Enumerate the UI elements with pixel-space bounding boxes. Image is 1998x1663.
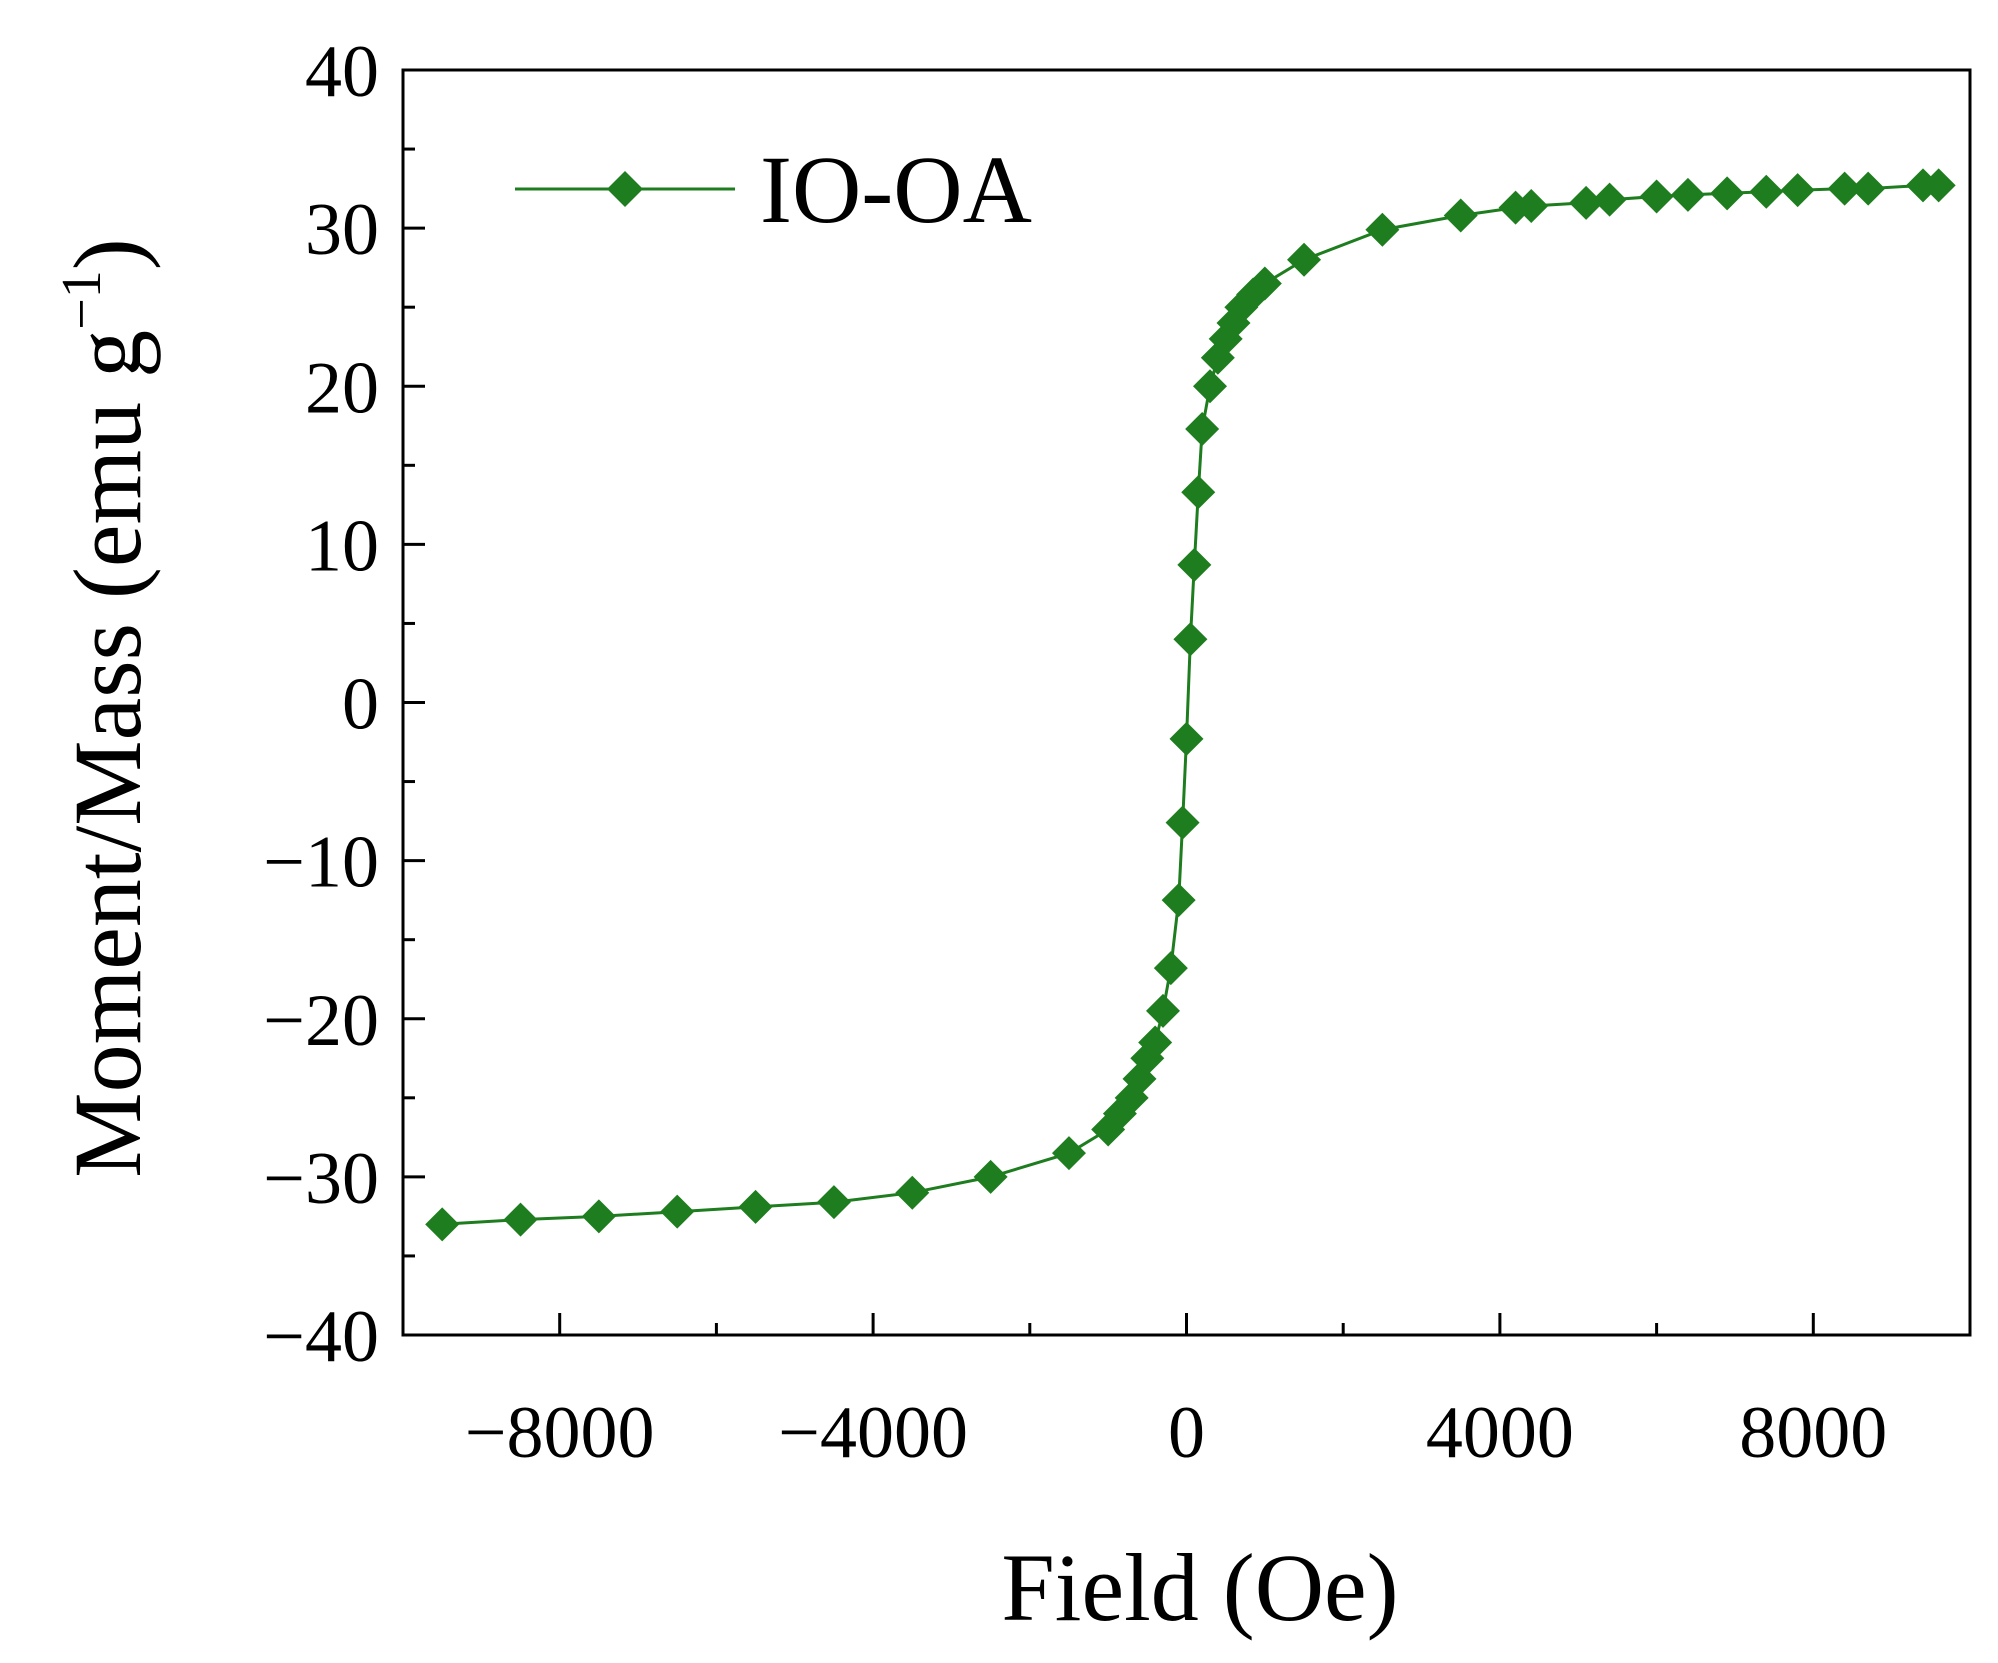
data-point bbox=[1185, 411, 1220, 446]
data-point bbox=[1569, 185, 1604, 220]
data-point bbox=[1443, 198, 1478, 233]
x-tick-label: −8000 bbox=[465, 1392, 655, 1474]
data-point bbox=[1514, 188, 1549, 223]
y-tick-label: −40 bbox=[263, 1296, 379, 1378]
data-point bbox=[425, 1207, 460, 1242]
data-point bbox=[1639, 179, 1674, 214]
data-point bbox=[1287, 242, 1322, 277]
data-point bbox=[1051, 1136, 1086, 1171]
y-tick-label: −20 bbox=[263, 980, 379, 1062]
x-axis-title: Field (Oe) bbox=[1001, 1534, 1398, 1641]
data-point bbox=[1827, 171, 1862, 206]
data-point bbox=[1670, 177, 1705, 212]
data-point bbox=[1165, 805, 1200, 840]
x-tick-label: 4000 bbox=[1426, 1392, 1574, 1474]
legend-marker bbox=[607, 171, 643, 207]
data-point bbox=[895, 1175, 930, 1210]
y-tick-label: 20 bbox=[305, 347, 379, 429]
x-tick-labels: −8000 −4000 0 4000 8000 bbox=[465, 1392, 1887, 1474]
y-tick-label: 30 bbox=[305, 189, 379, 271]
data-point bbox=[1161, 883, 1196, 918]
data-point bbox=[1177, 547, 1212, 582]
data-point bbox=[1145, 993, 1180, 1028]
data-point bbox=[1365, 212, 1400, 247]
y-axis-title-close: ) bbox=[54, 238, 161, 270]
data-point bbox=[660, 1194, 695, 1229]
x-tick-label: 8000 bbox=[1739, 1392, 1887, 1474]
data-point bbox=[503, 1202, 538, 1237]
series-io-oa bbox=[425, 168, 1956, 1242]
y-axis-title: Moment/Mass (emu g−1) bbox=[51, 238, 161, 1177]
data-point bbox=[1851, 171, 1886, 206]
svg-text:Moment/Mass (emu g−1): Moment/Mass (emu g−1) bbox=[51, 238, 161, 1177]
x-tick-label: −4000 bbox=[778, 1392, 968, 1474]
x-tick-label: 0 bbox=[1168, 1392, 1205, 1474]
y-axis-title-main: Moment/Mass (emu g bbox=[54, 330, 161, 1178]
y-ticks bbox=[403, 68, 425, 1337]
data-point bbox=[1153, 951, 1188, 986]
y-tick-label: 40 bbox=[305, 31, 379, 113]
y-tick-label: 10 bbox=[305, 505, 379, 587]
legend: IO-OA bbox=[515, 136, 1032, 243]
data-point bbox=[1173, 622, 1208, 657]
data-point bbox=[1749, 174, 1784, 209]
data-point bbox=[1780, 173, 1815, 208]
y-tick-label: 0 bbox=[342, 664, 379, 746]
data-point bbox=[1710, 176, 1745, 211]
y-tick-labels: −40 −30 −20 −10 0 10 20 30 40 bbox=[263, 31, 379, 1378]
legend-label: IO-OA bbox=[760, 136, 1032, 243]
data-point bbox=[816, 1185, 851, 1220]
y-axis-title-exponent: −1 bbox=[51, 270, 113, 330]
data-point bbox=[1138, 1025, 1173, 1060]
data-point bbox=[973, 1159, 1008, 1194]
data-point bbox=[1169, 721, 1204, 756]
y-tick-label: −30 bbox=[263, 1138, 379, 1220]
y-tick-label: −10 bbox=[263, 822, 379, 904]
data-point bbox=[1247, 266, 1282, 301]
data-point bbox=[1921, 168, 1956, 203]
x-ticks bbox=[401, 1313, 1972, 1335]
data-point bbox=[1592, 182, 1627, 217]
data-point bbox=[581, 1199, 616, 1234]
data-point bbox=[1193, 369, 1228, 404]
data-point bbox=[1181, 475, 1216, 510]
data-point bbox=[738, 1189, 773, 1224]
